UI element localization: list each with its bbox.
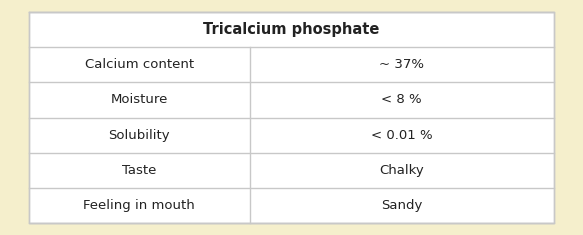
Text: < 0.01 %: < 0.01 %: [371, 129, 433, 142]
Text: Calcium content: Calcium content: [85, 58, 194, 71]
Text: Moisture: Moisture: [111, 93, 168, 106]
Text: Feeling in mouth: Feeling in mouth: [83, 199, 195, 212]
Text: Sandy: Sandy: [381, 199, 422, 212]
Text: < 8 %: < 8 %: [381, 93, 422, 106]
Text: ~ 37%: ~ 37%: [379, 58, 424, 71]
Text: Tricalcium phosphate: Tricalcium phosphate: [203, 22, 380, 37]
Text: Taste: Taste: [122, 164, 156, 177]
Bar: [29, 12, 554, 223]
Text: Chalky: Chalky: [380, 164, 424, 177]
Text: Solubility: Solubility: [108, 129, 170, 142]
